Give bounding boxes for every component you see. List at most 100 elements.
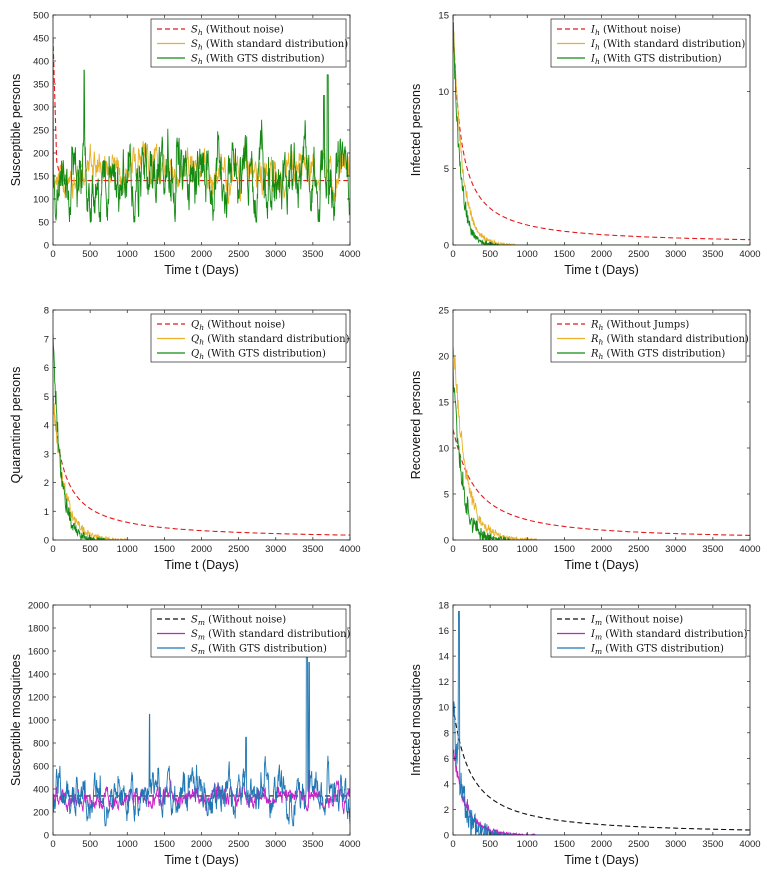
y-tick-label: 0: [44, 831, 49, 842]
x-tick-label: 1000: [117, 544, 138, 555]
y-tick-label: 4: [444, 779, 449, 790]
x-tick-label: 1000: [517, 839, 538, 850]
legend: Ih (Without noise)Ih (With standard dist…: [550, 18, 747, 68]
x-tick-label: 2000: [191, 839, 212, 850]
y-tick-label: 2000: [28, 601, 49, 612]
y-tick-label: 0: [444, 241, 449, 252]
x-tick-label: 3500: [702, 544, 723, 555]
legend-entry: Rh (With standard distribution): [590, 334, 749, 347]
legend-entry: Im (With GTS distribution): [590, 644, 724, 657]
y-tick-label: 500: [33, 11, 49, 22]
x-tick-label: 0: [450, 544, 455, 555]
legend-entry: Sh (With standard distribution): [191, 39, 348, 52]
x-tick-label: 0: [50, 544, 55, 555]
x-tick-label: 1000: [517, 249, 538, 260]
chart-panel-2: 0 500 1000 1500 2000 2500 3000 3500 4000 0 5 10 15 Ti…: [409, 11, 761, 278]
legend-entry: Ih (With GTS distribution): [590, 54, 722, 67]
chart-panel-1: 0 500 1000 1500 2000 2500 3000 3500 4000 0 50 100 15…: [9, 11, 361, 278]
x-tick-label: 3000: [265, 249, 286, 260]
legend-entry: Qh (With standard distribution): [191, 334, 350, 347]
x-tick-label: 2500: [228, 544, 249, 555]
legend-entry: Sm (With standard distribution): [191, 629, 351, 642]
y-tick-label: 2: [44, 478, 49, 489]
legend-entry: Sm (Without noise): [191, 615, 286, 628]
y-axis-label: Susceptible mosquitoes: [9, 654, 23, 786]
y-tick-label: 3: [44, 449, 49, 460]
x-tick-label: 3000: [265, 544, 286, 555]
x-tick-label: 500: [82, 544, 98, 555]
y-tick-label: 1800: [28, 624, 49, 635]
x-tick-label: 2500: [628, 839, 649, 850]
y-tick-label: 5: [444, 490, 449, 501]
legend: Im (Without noise)Im (With standard dist…: [550, 608, 748, 658]
y-tick-label: 8: [444, 728, 449, 739]
series-line-2: [53, 770, 350, 815]
y-tick-label: 1: [44, 507, 49, 518]
y-tick-label: 0: [444, 831, 449, 842]
legend-entry: Rh (With GTS distribution): [590, 349, 725, 362]
series-line-1: [53, 37, 350, 182]
y-tick-label: 1000: [28, 716, 49, 727]
x-tick-label: 3000: [665, 839, 686, 850]
y-tick-label: 1600: [28, 647, 49, 658]
y-tick-label: 600: [33, 762, 49, 773]
y-tick-label: 5: [444, 164, 449, 175]
y-tick-label: 25: [438, 306, 449, 317]
x-axis-label: Time t (Days): [164, 263, 239, 277]
x-tick-label: 3500: [302, 544, 323, 555]
y-tick-label: 15: [438, 398, 449, 409]
legend: Sm (Without noise)Sm (With standard dist…: [150, 608, 351, 658]
chart-panel-3: 0 500 1000 1500 2000 2500 3000 3500 4000 0 1 2 3 4 5 6 7…: [9, 306, 361, 573]
series-line-3: [453, 360, 750, 540]
x-tick-label: 1500: [154, 839, 175, 850]
x-tick-label: 2500: [628, 544, 649, 555]
x-tick-label: 500: [482, 544, 498, 555]
y-tick-label: 50: [38, 218, 49, 229]
chart-panel-5: 0 500 1000 1500 2000 2500 3000 3500 4000 0 200 400 6…: [9, 601, 361, 868]
y-tick-label: 100: [33, 195, 49, 206]
x-tick-label: 2000: [591, 249, 612, 260]
y-tick-label: 0: [444, 536, 449, 547]
x-tick-label: 1500: [554, 544, 575, 555]
y-tick-label: 4: [44, 421, 49, 432]
y-tick-label: 14: [438, 652, 449, 663]
y-tick-label: 6: [444, 754, 449, 765]
series-line-1: [453, 707, 750, 831]
y-tick-label: 250: [33, 126, 49, 137]
x-tick-label: 3000: [665, 544, 686, 555]
chart-panel-6: 0 500 1000 1500 2000 2500 3000 3500 4000 0 2 4 6 8 10 1…: [409, 601, 761, 868]
legend-entry: Qh (With GTS distribution): [191, 349, 326, 362]
series-line-3: [53, 334, 350, 540]
legend: Sh (Without noise)Sh (With standard dist…: [150, 18, 348, 68]
legend-entry: Ih (Without noise): [590, 25, 681, 38]
y-axis-label: Susceptible persons: [9, 74, 23, 187]
x-tick-label: 2500: [628, 249, 649, 260]
x-tick-label: 2500: [228, 839, 249, 850]
legend-entry: Sh (With GTS distribution): [191, 54, 325, 67]
x-tick-label: 1000: [117, 839, 138, 850]
x-tick-label: 2000: [591, 839, 612, 850]
x-tick-label: 1500: [554, 839, 575, 850]
y-tick-label: 0: [44, 241, 49, 252]
y-tick-label: 10: [438, 703, 449, 714]
x-tick-label: 2000: [191, 249, 212, 260]
x-tick-label: 0: [50, 839, 55, 850]
x-tick-label: 1000: [117, 249, 138, 260]
y-tick-label: 2: [444, 805, 449, 816]
series-line-3: [53, 37, 350, 223]
y-axis-label: Infected mosquitoes: [409, 664, 423, 776]
series-line-3: [53, 616, 350, 827]
legend: Rh (Without Jumps)Rh (With standard dist…: [550, 313, 749, 363]
x-tick-label: 4000: [739, 839, 760, 850]
y-tick-label: 1200: [28, 693, 49, 704]
x-tick-label: 4000: [339, 249, 360, 260]
y-tick-label: 1400: [28, 670, 49, 681]
x-tick-label: 1500: [554, 249, 575, 260]
y-tick-label: 450: [33, 34, 49, 45]
x-tick-label: 1000: [517, 544, 538, 555]
x-tick-label: 3500: [702, 249, 723, 260]
x-axis-label: Time t (Days): [564, 263, 639, 277]
x-tick-label: 3500: [302, 839, 323, 850]
x-tick-label: 2500: [228, 249, 249, 260]
legend-entry: Sm (With GTS distribution): [191, 644, 327, 657]
